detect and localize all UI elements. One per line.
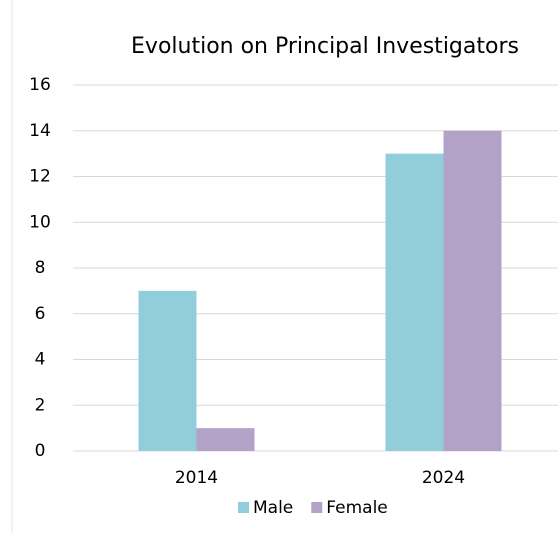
y-tick-label: 10 bbox=[29, 212, 51, 232]
y-tick-label: 14 bbox=[29, 121, 51, 141]
y-tick-label: 2 bbox=[35, 395, 46, 415]
bar bbox=[443, 130, 502, 451]
y-tick-label: 0 bbox=[35, 441, 46, 461]
chart-title: Evolution on Principal Investigators bbox=[131, 34, 519, 59]
y-tick-label: 8 bbox=[35, 258, 46, 278]
legend-swatch bbox=[311, 502, 323, 513]
bar bbox=[196, 428, 255, 451]
bar bbox=[385, 153, 444, 451]
legend-swatch bbox=[238, 502, 249, 513]
y-tick-label: 4 bbox=[35, 350, 46, 370]
y-tick-label: 16 bbox=[29, 75, 51, 95]
x-tick-label: 2014 bbox=[175, 468, 218, 488]
x-tick-label: 2024 bbox=[422, 468, 465, 488]
bar bbox=[138, 290, 197, 451]
legend-label: Male bbox=[253, 498, 293, 518]
legend-label: Female bbox=[326, 498, 387, 518]
y-tick-label: 12 bbox=[29, 167, 51, 187]
y-tick-label: 6 bbox=[35, 304, 46, 324]
